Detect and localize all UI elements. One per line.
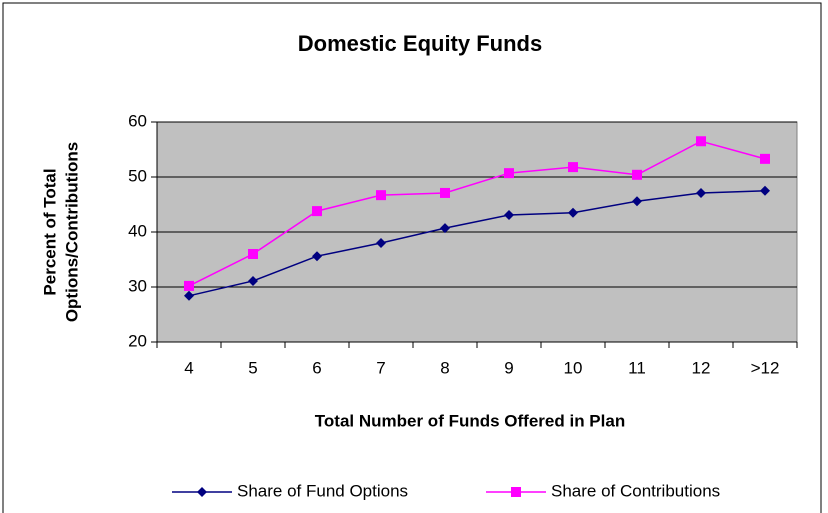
- point-marker: [568, 162, 578, 173]
- point-marker: [504, 168, 514, 179]
- legend-marker: [197, 487, 207, 497]
- y-axis-title-line: Percent of Total: [40, 168, 59, 295]
- point-marker: [632, 196, 642, 207]
- y-tick-label: 40: [128, 221, 147, 240]
- x-tick-label: 7: [376, 358, 385, 377]
- point-marker: [248, 275, 258, 286]
- point-marker: [376, 190, 386, 201]
- point-marker: [248, 249, 258, 259]
- point-marker: [568, 207, 578, 218]
- point-marker: [312, 251, 322, 262]
- x-tick-label: 4: [184, 358, 193, 377]
- x-axis-title: Total Number of Funds Offered in Plan: [315, 411, 625, 430]
- y-tick-label: 60: [128, 111, 147, 130]
- y-tick-label: 20: [128, 331, 147, 350]
- chart-title: Domestic Equity Funds: [298, 31, 542, 56]
- point-marker: [760, 185, 770, 196]
- legend-marker: [511, 487, 521, 497]
- point-marker: [376, 238, 386, 248]
- legend-label: Share of Fund Options: [237, 481, 408, 500]
- point-marker: [312, 206, 322, 217]
- y-axis-title-line: Options/Contributions: [62, 142, 81, 322]
- x-tick-label: 8: [440, 358, 449, 377]
- legend: Share of Fund Options Share of Contributi…: [172, 481, 720, 500]
- point-marker: [632, 169, 642, 180]
- point-marker: [184, 280, 194, 291]
- legend-label: Share of Contributions: [551, 481, 720, 500]
- x-tick-label: 6: [312, 358, 321, 377]
- series-line: [188, 140, 766, 287]
- y-axis-title: Percent of Total Options/Contributions: [40, 142, 81, 322]
- x-tick-label: 11: [628, 358, 646, 377]
- x-tick-label: >12: [751, 358, 780, 377]
- y-tick-label: 50: [128, 166, 147, 185]
- point-marker: [440, 223, 450, 234]
- point-marker: [504, 209, 514, 220]
- point-marker: [760, 153, 770, 164]
- point-marker: [184, 290, 194, 301]
- y-tick-label: 30: [128, 276, 147, 295]
- x-tick-label: 9: [504, 358, 513, 377]
- point-marker: [440, 187, 450, 198]
- x-tick-label: 12: [692, 358, 711, 377]
- series-line: [188, 190, 766, 297]
- x-tick-label: 10: [564, 358, 583, 377]
- point-marker: [696, 187, 706, 198]
- x-tick-label: 5: [248, 358, 257, 377]
- point-marker: [696, 136, 706, 147]
